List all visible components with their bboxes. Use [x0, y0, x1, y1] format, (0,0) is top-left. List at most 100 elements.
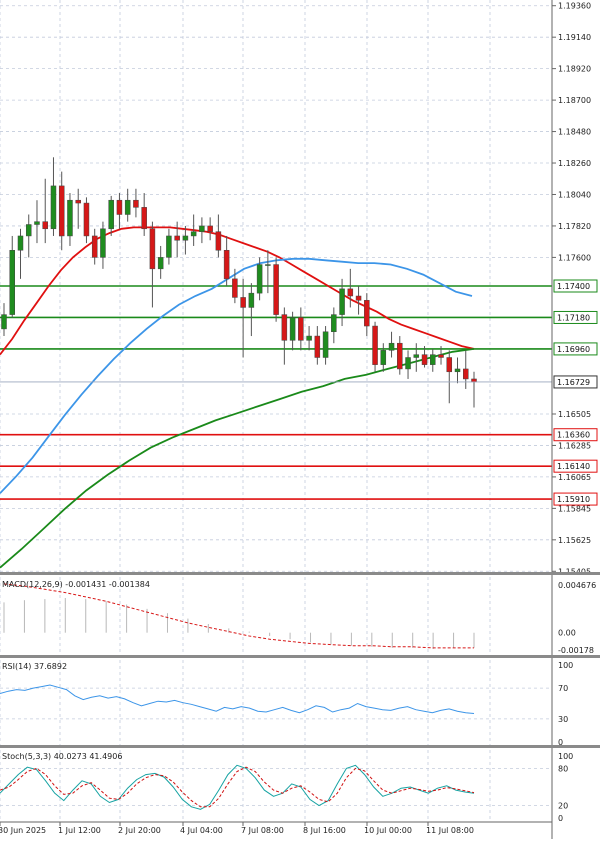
candle-body [190, 231, 197, 237]
rsi-y-tick-label: 100 [558, 661, 573, 670]
y-tick-label: 1.19360 [558, 2, 591, 11]
x-tick-label: 1 Jul 12:00 [58, 826, 101, 835]
level-label-box [553, 342, 598, 356]
candle-body [454, 368, 461, 373]
candle-body [256, 264, 263, 294]
candle-body [388, 342, 395, 351]
candle-body [405, 357, 411, 370]
moving-average-line [0, 226, 475, 356]
candle-body [34, 221, 40, 225]
x-tick-label: 30 Jun 2025 [0, 826, 46, 835]
candle-body [50, 185, 57, 230]
candle-body [174, 235, 180, 241]
candle-body [133, 199, 139, 208]
y-tick-label: 1.15625 [558, 536, 591, 545]
candle-body [314, 335, 321, 358]
y-tick-label: 1.17600 [558, 253, 591, 262]
y-tick-label: 1.16505 [558, 410, 591, 419]
macd-y-tick-label: -0.00178 [558, 646, 594, 655]
y-tick-label: 1.19140 [558, 33, 591, 42]
candle-body [9, 250, 15, 315]
candle-body [108, 199, 114, 230]
level-label: 1.16140 [557, 462, 590, 471]
x-tick-label: 2 Jul 20:00 [118, 826, 161, 835]
stoch-d-line [0, 766, 475, 808]
level-label: 1.15910 [557, 495, 590, 504]
y-tick-label: 1.18700 [558, 96, 591, 105]
level-label-box [553, 279, 598, 293]
candle-body [289, 317, 296, 341]
candle-body [124, 199, 131, 215]
candle-body [364, 300, 370, 327]
candle-body [380, 350, 387, 365]
stoch-k-line [0, 764, 475, 810]
candle-body [339, 288, 345, 315]
candle-body [91, 235, 98, 258]
stoch-y-tick-label: 80 [558, 764, 568, 773]
moving-average-line [0, 257, 473, 494]
stoch-title: Stoch(5,3,3) 40.0273 41.4906 [2, 752, 122, 761]
candle-body [199, 225, 205, 232]
candle-body [83, 202, 90, 237]
macd-panel-bg [0, 577, 552, 655]
candle-body [166, 235, 172, 258]
x-tick-label: 7 Jul 08:00 [241, 826, 284, 835]
level-label-box [553, 428, 598, 442]
candle-body [149, 228, 156, 270]
candle-body [355, 295, 362, 301]
level-label-box [553, 459, 598, 473]
panel-separator [0, 745, 600, 748]
level-label: 1.17400 [557, 282, 590, 291]
candle-body [306, 335, 312, 341]
candle-body [17, 235, 24, 251]
rsi-line [0, 684, 475, 714]
rsi-y-tick-label: 70 [558, 684, 568, 693]
panel-separator [0, 655, 600, 658]
candle-body [215, 231, 222, 251]
y-tick-label: 1.18260 [558, 159, 591, 168]
rsi-y-tick-label: 30 [558, 715, 568, 724]
candle-body [372, 325, 378, 365]
candle-body [331, 314, 337, 333]
x-tick-label: 8 Jul 16:00 [303, 826, 346, 835]
candle-body [232, 278, 238, 298]
y-tick-label: 1.16065 [558, 473, 591, 482]
candle-body [397, 342, 403, 370]
y-tick-label: 1.18040 [558, 190, 591, 199]
current-price-box [553, 375, 598, 389]
candle-body [207, 225, 213, 232]
stoch-y-tick-label: 0 [558, 814, 563, 823]
candle-body [75, 199, 81, 204]
candle-body [223, 250, 230, 280]
candle-body [100, 228, 106, 258]
level-label-box [553, 310, 598, 324]
candle-body [273, 264, 279, 315]
x-tick-label: 4 Jul 04:00 [180, 826, 223, 835]
y-tick-label: 1.16285 [558, 441, 591, 450]
candle-body [281, 314, 288, 341]
current-price-label: 1.16729 [557, 378, 590, 387]
x-tick-label: 11 Jul 08:00 [426, 826, 474, 835]
rsi-y-tick-label: 0 [558, 738, 563, 747]
stoch-panel-bg [0, 750, 552, 822]
level-label: 1.16960 [557, 345, 590, 354]
macd-signal-line [3, 583, 474, 649]
candle-body [248, 292, 255, 308]
x-tick-label: 10 Jul 00:00 [364, 826, 412, 835]
y-tick-label: 1.15845 [558, 504, 591, 513]
y-tick-label: 1.15405 [558, 567, 591, 576]
rsi-title: RSI(14) 37.6892 [2, 662, 67, 671]
y-tick-label: 1.17820 [558, 222, 591, 231]
macd-y-tick-label: 0.004676 [558, 581, 596, 590]
candle-body [471, 378, 477, 383]
candle-body [67, 199, 73, 237]
stoch-y-tick-label: 100 [558, 752, 573, 761]
candle-body [1, 314, 7, 330]
candle-body [298, 317, 304, 341]
y-tick-label: 1.18480 [558, 128, 591, 137]
moving-average-line [0, 348, 475, 569]
level-label-box [553, 492, 598, 506]
panel-separator [0, 572, 600, 575]
